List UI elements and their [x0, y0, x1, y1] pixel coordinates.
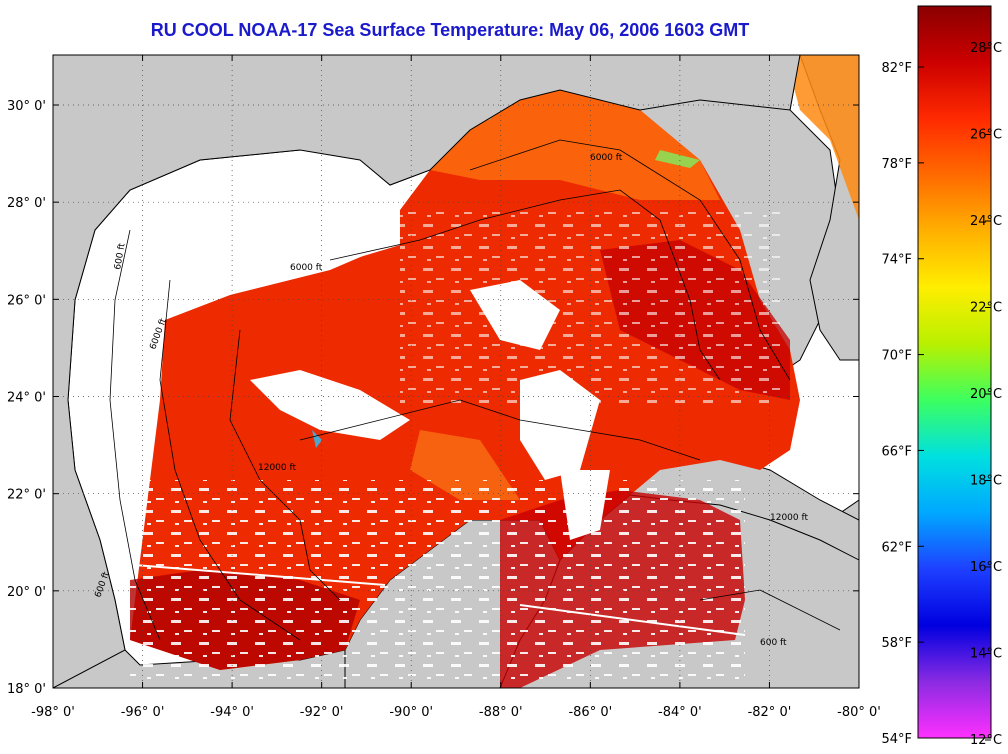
longitude-tick-label: -98° 0': [31, 705, 75, 720]
longitude-axis: -98° 0' -96° 0' -94° 0' -92° 0' -90° 0' -88° …: [31, 705, 881, 720]
longitude-tick-label: -90° 0': [389, 705, 433, 720]
contour-label: 12000 ft: [770, 513, 809, 523]
map-frame: [52, 54, 860, 689]
contour-label: 600 ft: [760, 638, 787, 648]
us-gulf-coast-land: [53, 55, 801, 688]
colorbar-fahrenheit-label: 62°F: [881, 540, 912, 555]
longitude-tick-label: -94° 0': [210, 705, 254, 720]
latitude-tick-label: 28° 0': [7, 196, 46, 211]
colorbar-fahrenheit-label: 66°F: [881, 444, 912, 459]
latitude-tick-label: 24° 0': [7, 391, 46, 406]
longitude-tick-label: -92° 0': [300, 705, 344, 720]
atlantic-sst: [785, 55, 859, 220]
latitude-tick-label: 30° 0': [7, 99, 46, 114]
sst-swath: [130, 90, 800, 688]
colorbar-fahrenheit-ticks: 82°F 78°F 74°F 70°F 66°F 62°F 58°F 54°F: [881, 61, 924, 747]
colorbar-fahrenheit-label: 70°F: [881, 349, 912, 364]
colorbar-celsius-label: 26°C: [970, 128, 1002, 143]
colorbar-fahrenheit-label: 58°F: [881, 636, 912, 651]
colorbar-fahrenheit-label: 78°F: [881, 157, 912, 172]
colorbar-celsius-label: 12°C: [970, 733, 1002, 748]
colorbar-fahrenheit-label: 74°F: [881, 253, 912, 268]
colorbar-celsius-label: 28°C: [970, 41, 1002, 56]
map-title: RU COOL NOAA-17 Sea Surface Temperature:…: [150, 20, 750, 40]
latitude-axis: 30° 0' 28° 0' 26° 0' 24° 0' 22° 0' 20° 0' 18° …: [7, 99, 46, 697]
colorbar-fahrenheit-label: 54°F: [881, 732, 912, 747]
colorbar-celsius-label: 20°C: [970, 387, 1002, 402]
colorbar-celsius-label: 24°C: [970, 214, 1002, 229]
longitude-tick-label: -86° 0': [568, 705, 612, 720]
colorbar: 28°C 26°C 24°C 22°C 20°C 18°C 16°C 14°C 12°C 82°…: [881, 5, 1002, 748]
latitude-tick-label: 20° 0': [7, 585, 46, 600]
longitude-tick-label: -84° 0': [658, 705, 702, 720]
longitude-tick-label: -96° 0': [121, 705, 165, 720]
colorbar-celsius-ticks: 28°C 26°C 24°C 22°C 20°C 18°C 16°C 14°C 12°C: [970, 41, 1002, 748]
colorbar-celsius-label: 14°C: [970, 647, 1002, 662]
latitude-tick-label: 26° 0': [7, 293, 46, 308]
bathymetry-contours: [109, 139, 841, 641]
longitude-tick-label: -80° 0': [837, 705, 881, 720]
contour-label: 600 ft: [113, 242, 128, 270]
latitude-tick-label: 18° 0': [7, 682, 46, 697]
latitude-tick-label: 22° 0': [7, 488, 46, 503]
colorbar-celsius-label: 16°C: [970, 560, 1002, 575]
colorbar-celsius-label: 22°C: [970, 301, 1002, 316]
map-panel: 600 ft 6000 ft 12000 ft 6000 ft 600 ft 1…: [53, 55, 859, 688]
colorbar-ramp: [917, 5, 992, 739]
frame-ticks: [52, 55, 860, 689]
colorbar-fahrenheit-label: 82°F: [881, 61, 912, 76]
colorbar-celsius-label: 18°C: [970, 474, 1002, 489]
longitude-tick-label: -88° 0': [479, 705, 523, 720]
contour-label: 6000 ft: [590, 153, 623, 163]
contour-label: 6000 ft: [290, 263, 323, 273]
contour-label: 12000 ft: [258, 463, 297, 473]
gridlines: [53, 55, 859, 688]
longitude-tick-label: -82° 0': [748, 705, 792, 720]
